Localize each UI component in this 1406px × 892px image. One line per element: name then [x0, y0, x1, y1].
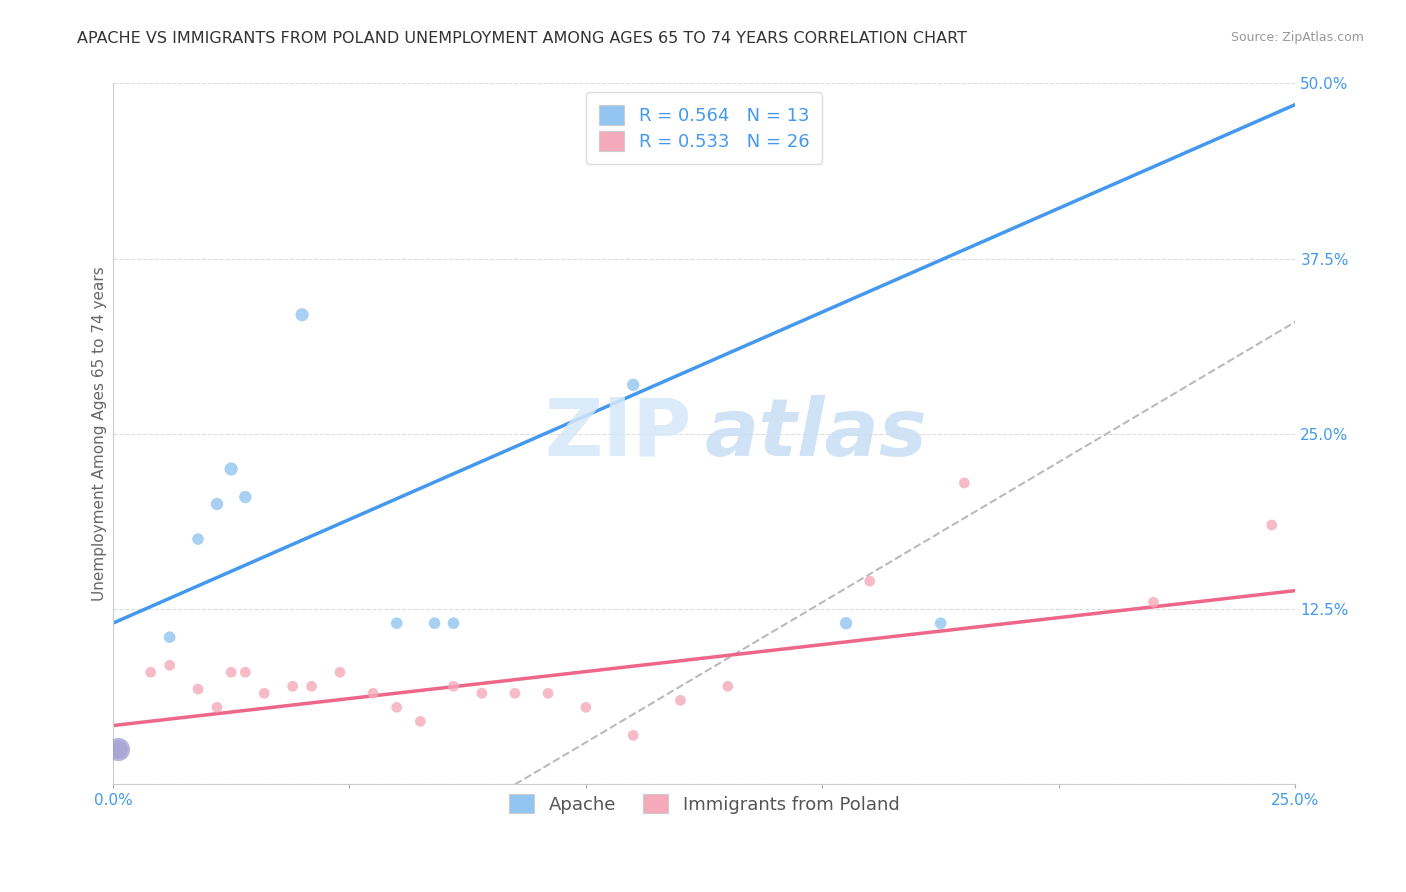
Text: Source: ZipAtlas.com: Source: ZipAtlas.com — [1230, 31, 1364, 45]
Y-axis label: Unemployment Among Ages 65 to 74 years: Unemployment Among Ages 65 to 74 years — [93, 267, 107, 601]
Point — [537, 686, 560, 700]
Legend: Apache, Immigrants from Poland: Apache, Immigrants from Poland — [498, 783, 910, 824]
Point — [1261, 518, 1284, 533]
Point — [219, 665, 242, 680]
Point — [291, 308, 314, 322]
Point — [669, 693, 692, 707]
Point — [503, 686, 526, 700]
Point — [621, 377, 644, 392]
Point — [253, 686, 276, 700]
Point — [233, 490, 256, 504]
Point — [385, 700, 408, 714]
Point — [409, 714, 432, 729]
Text: ZIP: ZIP — [544, 395, 692, 473]
Point — [107, 742, 129, 756]
Point — [929, 616, 952, 631]
Point — [205, 700, 228, 714]
Point — [233, 665, 256, 680]
Point — [471, 686, 494, 700]
Point — [187, 682, 209, 697]
Point — [385, 616, 408, 631]
Point — [1142, 595, 1164, 609]
Point — [159, 658, 181, 673]
Point — [329, 665, 352, 680]
Point — [835, 616, 858, 631]
Point — [443, 616, 465, 631]
Point — [423, 616, 446, 631]
Point — [281, 679, 304, 693]
Point — [219, 462, 242, 476]
Point — [301, 679, 323, 693]
Text: APACHE VS IMMIGRANTS FROM POLAND UNEMPLOYMENT AMONG AGES 65 TO 74 YEARS CORRELAT: APACHE VS IMMIGRANTS FROM POLAND UNEMPLO… — [77, 31, 967, 46]
Point — [187, 532, 209, 546]
Text: atlas: atlas — [704, 395, 927, 473]
Point — [205, 497, 228, 511]
Point — [575, 700, 598, 714]
Point — [717, 679, 740, 693]
Point — [621, 728, 644, 742]
Point — [953, 475, 976, 490]
Point — [859, 574, 882, 589]
Point — [159, 630, 181, 644]
Point — [139, 665, 162, 680]
Point — [443, 679, 465, 693]
Point — [361, 686, 384, 700]
Point — [107, 742, 129, 756]
